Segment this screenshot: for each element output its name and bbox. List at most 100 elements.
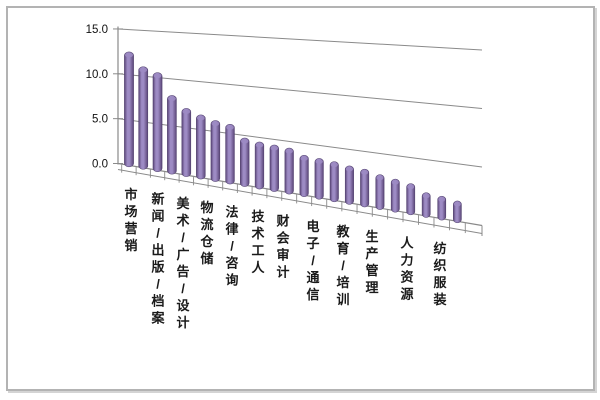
gridline-5: [117, 118, 483, 168]
label-char: 档: [151, 294, 164, 309]
gridline-15: [117, 28, 483, 51]
category-label-技术工人: 技术工人: [250, 209, 265, 275]
bar-top-cap: [285, 148, 293, 154]
label-char: 育: [336, 241, 349, 256]
bar-10: [254, 141, 265, 190]
bar-14: [314, 158, 324, 200]
label-char: 营: [124, 221, 137, 236]
label-char: 设: [176, 298, 190, 313]
bar-top-cap: [300, 156, 308, 161]
label-char: 信: [306, 287, 319, 302]
bar-body: [181, 108, 192, 177]
label-char: 版: [151, 260, 164, 275]
bar-top-cap: [196, 115, 205, 121]
bar-7-物流仓储: [210, 120, 221, 182]
label-char: 术: [175, 213, 189, 228]
bar-4: [167, 95, 177, 175]
bar-top-cap: [361, 169, 369, 175]
bar-body: [390, 178, 400, 213]
category-label-财会审计: 财会审计: [276, 214, 290, 280]
label-char: 人: [400, 235, 414, 250]
category-label-电子/通信: 电子 / 通信: [306, 219, 319, 302]
label-char: 技: [251, 209, 265, 224]
label-char: 告: [176, 264, 189, 279]
bar-body: [375, 174, 385, 210]
bar-top-cap: [438, 197, 446, 202]
label-char: 通: [306, 270, 319, 285]
label-char: 教: [335, 224, 350, 239]
label-char: 物: [200, 200, 213, 215]
category-labels: 市场营销新闻/出版/档案美术/广告/设计物流仓储法律/咨询技术工人财会审计电子/…: [124, 187, 447, 330]
bar-top-cap: [167, 96, 176, 102]
label-char: 储: [199, 251, 213, 266]
label-char: /: [156, 226, 160, 241]
label-char: 美: [176, 196, 190, 211]
label-char: 服: [433, 275, 447, 290]
label-char: 计: [176, 315, 189, 330]
bars: [124, 51, 462, 224]
label-char: 流: [200, 217, 213, 232]
bar-18: [375, 174, 385, 210]
bar-8: [225, 123, 235, 185]
ytick-label-5.0: 5.0: [92, 114, 108, 126]
label-char: 会: [276, 231, 290, 246]
bar-5-美术/广告/设计: [181, 108, 192, 177]
bar-top-cap: [391, 179, 399, 185]
category-label-生产管理: 生产管理: [365, 229, 378, 295]
label-char: 出: [151, 243, 164, 258]
bar-body: [167, 95, 177, 175]
bar-top-cap: [240, 138, 249, 144]
category-label-法律/咨询: 法律 / 咨询: [225, 205, 238, 288]
bar-16: [344, 165, 354, 205]
label-char: 子: [306, 236, 319, 251]
bar-23-纺织服装: [453, 200, 462, 224]
bar-top-cap: [182, 109, 191, 114]
label-char: /: [156, 277, 160, 292]
bar-body: [152, 72, 163, 172]
bar-top-cap: [345, 166, 354, 172]
category-label-物流仓储: 物流仓储: [199, 200, 214, 266]
label-char: 理: [365, 280, 378, 295]
label-char: 训: [336, 292, 349, 307]
bar-body: [453, 200, 462, 224]
bar-2: [138, 66, 149, 170]
bar-21-人力资源: [421, 192, 431, 218]
label-char: 法: [225, 205, 238, 220]
label-char: 生: [365, 229, 378, 244]
bar-15-电子/通信: [329, 161, 339, 203]
bar-body: [314, 158, 324, 200]
label-char: 织: [433, 258, 446, 273]
label-char: /: [341, 258, 345, 273]
bar-body: [210, 120, 221, 182]
bar-3-新闻/出版/档案: [152, 72, 163, 172]
label-char: 场: [124, 204, 137, 219]
label-char: 力: [400, 252, 413, 267]
label-char: 资: [400, 269, 413, 284]
label-char: 闻: [151, 209, 164, 224]
category-label-新闻/出版/档案: 新闻 / 出版 / 档案: [150, 192, 165, 326]
label-char: 市: [124, 187, 137, 202]
label-char: /: [230, 239, 234, 254]
bar-body: [329, 161, 339, 203]
label-char: 审: [276, 248, 289, 263]
bar-top-cap: [255, 142, 264, 148]
bar-body: [284, 147, 294, 195]
label-char: 电: [306, 219, 319, 234]
bar-9-法律/咨询: [240, 137, 250, 187]
bar-body: [437, 195, 447, 221]
axes: 0.0 5.0 10.0 15.0: [86, 24, 483, 237]
label-char: 律: [225, 222, 238, 237]
bar-body: [269, 144, 279, 192]
category-label-人力资源: 人力资源: [400, 235, 414, 301]
bar-body: [124, 51, 134, 168]
bar-top-cap: [139, 67, 148, 73]
label-char: 术: [250, 226, 264, 241]
category-label-教育/培训: 教育 / 培训: [335, 224, 350, 307]
bar-body: [421, 192, 431, 218]
bar-top-cap: [153, 73, 162, 79]
label-char: /: [181, 281, 185, 296]
label-char: 财: [276, 214, 289, 229]
bar-11-技术工人: [269, 144, 279, 192]
